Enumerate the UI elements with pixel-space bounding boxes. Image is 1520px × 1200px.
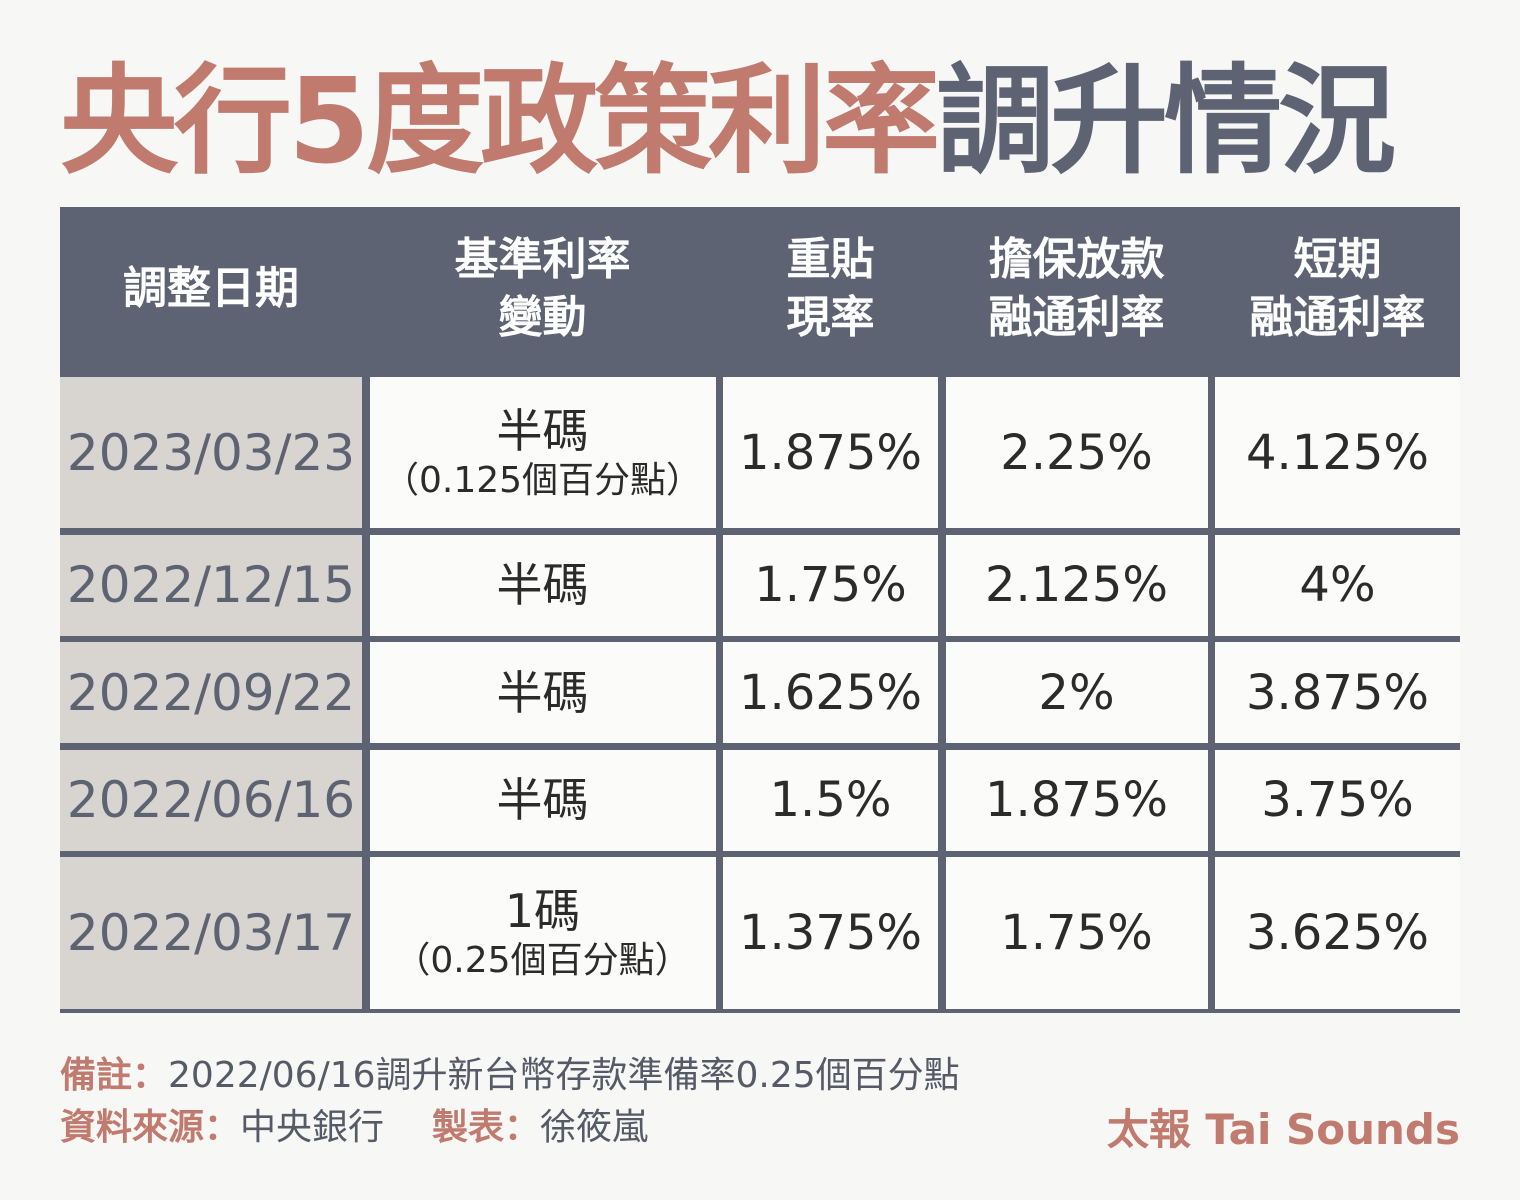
title-rest: 調升情況 <box>936 52 1396 190</box>
rate-table: 調整日期 基準利率 變動 重貼 現率 擔保放款 融通利率 短期 融通利率 202… <box>60 207 1460 1013</box>
header-rediscount-rate: 重貼 現率 <box>723 207 938 371</box>
rediscount-cell: 1.375% <box>723 856 938 1009</box>
author-text: 徐筱嵐 <box>540 1107 649 1148</box>
header-line1: 重貼 <box>786 234 875 285</box>
header-date-label: 調整日期 <box>123 263 299 314</box>
change-value: 半碼 <box>496 403 589 458</box>
short-term-cell: 3.875% <box>1215 642 1460 744</box>
date-cell: 2022/12/15 <box>60 534 362 636</box>
date-cell: 2022/09/22 <box>60 642 362 744</box>
rediscount-cell: 1.75% <box>723 534 938 636</box>
change-cell: 半碼 <box>369 534 716 636</box>
short-term-cell: 3.625% <box>1215 856 1460 1009</box>
title-accent: 央行5度政策利率 <box>60 52 940 190</box>
header-line1: 基準利率 <box>454 234 631 285</box>
source-label: 資料來源： <box>60 1107 241 1148</box>
header-short-term-accommodation-rate: 短期 融通利率 <box>1215 207 1460 371</box>
change-value: 半碼 <box>496 558 589 613</box>
change-cell: 半碼 <box>369 749 716 851</box>
change-value: 半碼 <box>496 773 589 828</box>
short-term-cell: 4% <box>1215 534 1460 636</box>
note-text: 2022/06/16調升新台幣存款準備率0.25個百分點 <box>168 1055 960 1096</box>
secured-cell: 1.75% <box>945 856 1208 1009</box>
date-cell: 2022/03/17 <box>60 856 362 1009</box>
header-base-rate-change: 基準利率 變動 <box>369 207 716 371</box>
rediscount-cell: 1.625% <box>723 642 938 744</box>
header-secured-accommodation-rate: 擔保放款 融通利率 <box>945 207 1208 371</box>
secured-cell: 1.875% <box>945 749 1208 851</box>
short-term-cell: 4.125% <box>1215 377 1460 529</box>
author-label: 製表： <box>432 1107 541 1148</box>
change-note: （0.25個百分點） <box>394 939 691 981</box>
credits: 資料來源：中央銀行 製表：徐筱嵐 <box>60 1098 648 1150</box>
secured-cell: 2.25% <box>945 377 1208 529</box>
header-line2: 融通利率 <box>1249 292 1426 343</box>
note-label: 備註： <box>60 1055 169 1096</box>
header-date: 調整日期 <box>60 207 362 371</box>
change-cell: 半碼 <box>369 642 716 744</box>
brand-logo: 太報 Tai Sounds <box>1106 1105 1460 1154</box>
header-line1: 短期 <box>1293 234 1382 285</box>
secured-cell: 2% <box>945 642 1208 744</box>
change-note: （0.125個百分點） <box>382 459 703 501</box>
change-value: 1碼 <box>504 883 581 938</box>
header-line2: 現率 <box>786 292 875 343</box>
secured-cell: 2.125% <box>945 534 1208 636</box>
date-cell: 2022/06/16 <box>60 749 362 851</box>
change-value: 半碼 <box>496 665 589 720</box>
rediscount-cell: 1.875% <box>723 377 938 529</box>
header-line2: 融通利率 <box>988 292 1165 343</box>
rediscount-cell: 1.5% <box>723 749 938 851</box>
header-line1: 擔保放款 <box>988 234 1165 285</box>
header-line2: 變動 <box>498 292 587 343</box>
source-text: 中央銀行 <box>240 1107 385 1148</box>
date-cell: 2023/03/23 <box>60 377 362 529</box>
change-cell: 1碼 （0.25個百分點） <box>369 856 716 1009</box>
footnote: 備註：2022/06/16調升新台幣存款準備率0.25個百分點 <box>60 1046 960 1098</box>
page-title: 央行5度政策利率調升情況 <box>60 46 1460 196</box>
change-cell: 半碼 （0.125個百分點） <box>369 377 716 529</box>
short-term-cell: 3.75% <box>1215 749 1460 851</box>
